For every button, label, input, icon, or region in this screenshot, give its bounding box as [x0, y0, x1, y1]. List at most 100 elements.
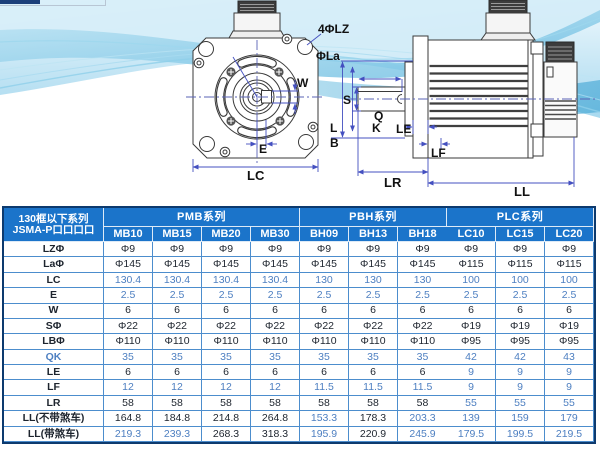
model-header-LC10: LC10 [447, 227, 496, 242]
value-cell: 11.5 [398, 380, 447, 396]
row-label: SΦ [4, 318, 104, 335]
value-cell: 139 [447, 411, 496, 427]
value-cell: 55 [447, 395, 496, 412]
label-q: Q [374, 109, 383, 123]
value-cell: Φ145 [349, 257, 398, 273]
model-header-MB30: MB30 [251, 227, 300, 242]
dimension-spec-table: 130框以下系列 JSMA-P口口口口 PMB系列 PBH系列 PLC系列 MB10 MB1… [2, 206, 596, 444]
model-header-LC15: LC15 [496, 227, 545, 242]
value-cell: Φ145 [300, 257, 349, 273]
side-view-dimensions [331, 60, 596, 187]
label-l: L [330, 121, 337, 135]
value-cell: 318.3 [251, 426, 300, 442]
value-cell: Φ9 [496, 242, 545, 258]
value-cell: 58 [300, 395, 349, 412]
value-cell: Φ9 [349, 242, 398, 258]
value-cell: 2.5 [447, 288, 496, 304]
value-cell: Φ9 [545, 242, 594, 258]
value-cell: 55 [496, 395, 545, 412]
value-cell: 130 [398, 272, 447, 289]
model-header-MB10: MB10 [104, 227, 153, 242]
value-cell: 2.5 [545, 288, 594, 304]
value-cell: Φ22 [202, 318, 251, 335]
value-cell: 2.5 [300, 288, 349, 304]
value-cell: 220.9 [349, 426, 398, 442]
value-cell: 9 [496, 380, 545, 396]
label-s: S [343, 93, 351, 107]
front-view-dimensions [186, 33, 325, 172]
label-lf: LF [431, 146, 446, 160]
row-label: E [4, 288, 104, 304]
value-cell: 100 [545, 272, 594, 289]
value-cell: 100 [496, 272, 545, 289]
row-label: LE [4, 365, 104, 381]
value-cell: 35 [202, 349, 251, 366]
value-cell: 179.5 [447, 426, 496, 442]
value-cell: 35 [104, 349, 153, 366]
value-cell: 6 [153, 365, 202, 381]
value-cell: Φ9 [300, 242, 349, 258]
value-cell: Φ19 [496, 318, 545, 335]
flange [412, 35, 429, 159]
value-cell: 35 [349, 349, 398, 366]
value-cell: 184.8 [153, 411, 202, 427]
value-cell: 2.5 [104, 288, 153, 304]
row-label: LR [4, 395, 104, 412]
value-cell: 12 [251, 380, 300, 396]
value-cell: 35 [300, 349, 349, 366]
value-cell: Φ22 [153, 318, 202, 335]
value-cell: Φ95 [447, 334, 496, 350]
top-connector [480, 0, 536, 41]
group-header-PMB系列: PMB系列 [104, 208, 300, 227]
value-cell: 12 [104, 380, 153, 396]
value-cell: 6 [202, 365, 251, 381]
row-label: LL(不带煞车) [4, 411, 104, 427]
row-label: QK [4, 349, 104, 366]
value-cell: 12 [202, 380, 251, 396]
value-cell: Φ115 [496, 257, 545, 273]
value-cell: 11.5 [349, 380, 398, 396]
front-connector [228, 0, 286, 39]
value-cell: 6 [496, 303, 545, 319]
value-cell: 130.4 [153, 272, 202, 289]
value-cell: 9 [447, 365, 496, 381]
label-4philz: 4ΦLZ [318, 22, 349, 36]
value-cell: 268.3 [202, 426, 251, 442]
value-cell: 6 [349, 365, 398, 381]
value-cell: Φ19 [545, 318, 594, 335]
value-cell: 58 [202, 395, 251, 412]
value-cell: 58 [349, 395, 398, 412]
model-header-BH09: BH09 [300, 227, 349, 242]
value-cell: Φ110 [202, 334, 251, 350]
value-cell: 6 [202, 303, 251, 319]
label-e: E [259, 142, 267, 156]
value-cell: 245.9 [398, 426, 447, 442]
value-cell: Φ145 [251, 257, 300, 273]
value-cell: 35 [153, 349, 202, 366]
front-view-drawing [192, 0, 319, 159]
value-cell: Φ110 [398, 334, 447, 350]
label-b: B [330, 136, 339, 150]
label-phila: ΦLa [316, 49, 340, 63]
model-header-MB20: MB20 [202, 227, 251, 242]
value-cell: Φ110 [300, 334, 349, 350]
value-cell: 130 [349, 272, 398, 289]
arc-slots [215, 55, 299, 139]
value-cell: Φ9 [251, 242, 300, 258]
value-cell: Φ22 [349, 318, 398, 335]
value-cell: Φ9 [447, 242, 496, 258]
value-cell: Φ115 [447, 257, 496, 273]
row-label: LL(带煞车) [4, 426, 104, 442]
side-view-drawing [357, 0, 578, 159]
value-cell: 203.3 [398, 411, 447, 427]
value-cell: Φ95 [545, 334, 594, 350]
model-header-BH18: BH18 [398, 227, 447, 242]
value-cell: 58 [153, 395, 202, 412]
value-cell: Φ145 [104, 257, 153, 273]
value-cell: 2.5 [398, 288, 447, 304]
series-header-cell: 130框以下系列 JSMA-P口口口口 [4, 208, 104, 242]
label-le: LE [396, 122, 411, 136]
value-cell: 6 [398, 303, 447, 319]
cooling-fins [429, 64, 528, 128]
value-cell: 9 [545, 380, 594, 396]
